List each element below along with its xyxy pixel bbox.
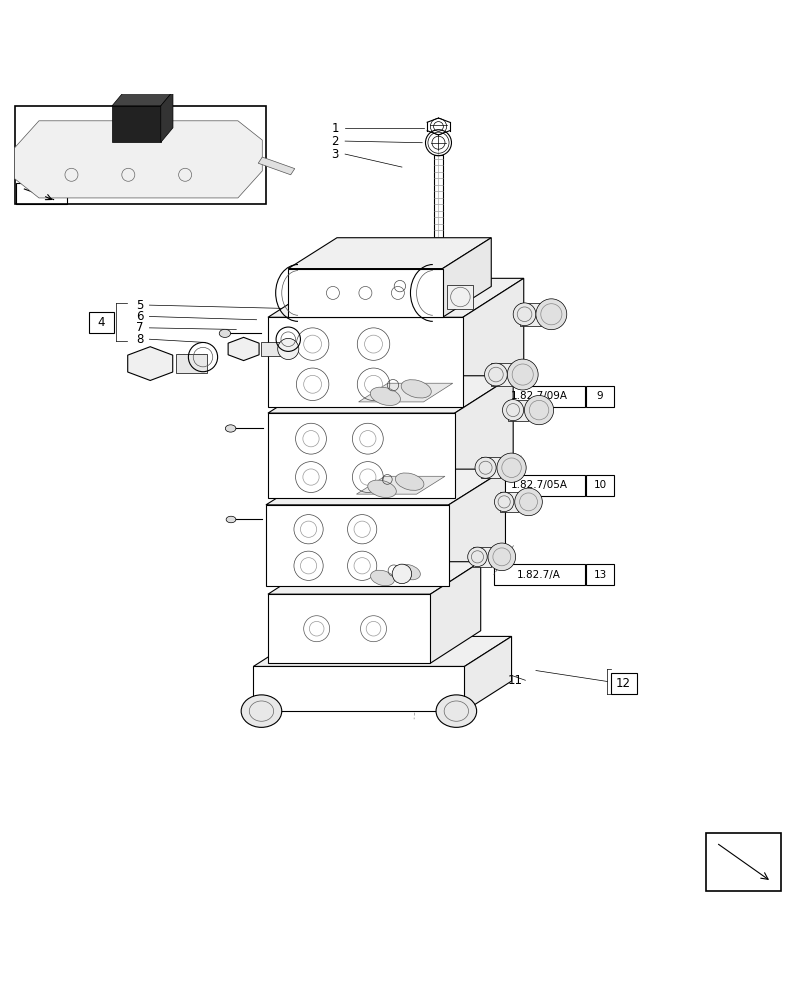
Ellipse shape <box>225 425 236 432</box>
Polygon shape <box>161 91 173 142</box>
Ellipse shape <box>487 543 515 571</box>
Bar <box>586 564 613 585</box>
Polygon shape <box>448 469 504 586</box>
Polygon shape <box>112 91 173 106</box>
Text: 12: 12 <box>616 677 630 690</box>
Ellipse shape <box>395 473 423 490</box>
Text: 8: 8 <box>135 333 144 346</box>
Polygon shape <box>268 278 523 317</box>
Bar <box>491 363 512 386</box>
Bar <box>268 317 462 407</box>
Bar <box>480 457 500 478</box>
Polygon shape <box>266 469 504 505</box>
Text: 2: 2 <box>331 135 339 148</box>
Bar <box>16 183 67 204</box>
Bar <box>586 386 613 407</box>
Polygon shape <box>268 376 513 413</box>
Bar <box>253 666 464 711</box>
Polygon shape <box>464 636 511 711</box>
Bar <box>89 312 114 333</box>
Ellipse shape <box>225 516 236 523</box>
Text: 1.82.7/09A: 1.82.7/09A <box>510 391 567 401</box>
Ellipse shape <box>370 387 400 405</box>
Text: 1.82.7/05A: 1.82.7/05A <box>510 480 567 490</box>
Polygon shape <box>358 383 453 402</box>
Text: 4: 4 <box>97 316 105 329</box>
Ellipse shape <box>494 492 513 512</box>
Polygon shape <box>268 562 480 594</box>
Polygon shape <box>176 354 207 373</box>
Ellipse shape <box>375 290 406 309</box>
Text: 9: 9 <box>596 391 603 401</box>
Bar <box>610 673 637 694</box>
Bar <box>586 475 613 496</box>
Bar <box>500 492 517 512</box>
Ellipse shape <box>219 329 230 337</box>
Ellipse shape <box>535 299 566 330</box>
Polygon shape <box>446 285 473 309</box>
Ellipse shape <box>436 695 476 727</box>
Ellipse shape <box>514 488 542 516</box>
Polygon shape <box>112 106 161 142</box>
Text: 1: 1 <box>331 122 339 135</box>
Text: 11: 11 <box>508 674 522 687</box>
Ellipse shape <box>396 564 420 580</box>
Ellipse shape <box>367 480 396 498</box>
Polygon shape <box>442 238 491 317</box>
Text: 1.82.7/A: 1.82.7/A <box>517 570 560 580</box>
Bar <box>268 594 430 663</box>
Polygon shape <box>228 337 259 361</box>
Bar <box>268 413 454 498</box>
Bar <box>15 106 266 204</box>
Ellipse shape <box>401 380 431 398</box>
Bar <box>493 386 584 407</box>
Text: 10: 10 <box>593 480 606 490</box>
Ellipse shape <box>474 457 496 478</box>
Ellipse shape <box>496 453 526 482</box>
Polygon shape <box>356 476 444 494</box>
Ellipse shape <box>241 695 281 727</box>
Text: 5: 5 <box>135 299 144 312</box>
Bar <box>288 269 442 317</box>
Ellipse shape <box>484 363 507 386</box>
Ellipse shape <box>502 400 523 421</box>
Text: 3: 3 <box>331 148 339 161</box>
Ellipse shape <box>407 282 439 302</box>
Bar <box>508 400 527 421</box>
Bar <box>493 564 584 585</box>
Polygon shape <box>261 342 284 356</box>
Polygon shape <box>258 157 294 175</box>
Bar <box>266 505 448 586</box>
Ellipse shape <box>507 359 538 390</box>
Bar <box>706 833 780 891</box>
Polygon shape <box>127 347 173 380</box>
Polygon shape <box>288 238 491 269</box>
Bar <box>519 303 540 326</box>
Text: 13: 13 <box>593 570 606 580</box>
Circle shape <box>277 338 298 360</box>
Polygon shape <box>363 286 462 306</box>
Circle shape <box>392 564 411 584</box>
Bar <box>473 547 491 567</box>
Text: 6: 6 <box>135 310 144 323</box>
Polygon shape <box>253 636 511 666</box>
Text: 7: 7 <box>135 321 144 334</box>
Polygon shape <box>430 562 480 663</box>
Polygon shape <box>462 278 523 407</box>
Polygon shape <box>15 121 262 198</box>
Ellipse shape <box>524 395 553 425</box>
Ellipse shape <box>370 570 394 586</box>
Bar <box>433 155 443 293</box>
Ellipse shape <box>513 303 535 326</box>
Bar <box>493 475 584 496</box>
Polygon shape <box>454 376 513 498</box>
Ellipse shape <box>467 547 487 567</box>
